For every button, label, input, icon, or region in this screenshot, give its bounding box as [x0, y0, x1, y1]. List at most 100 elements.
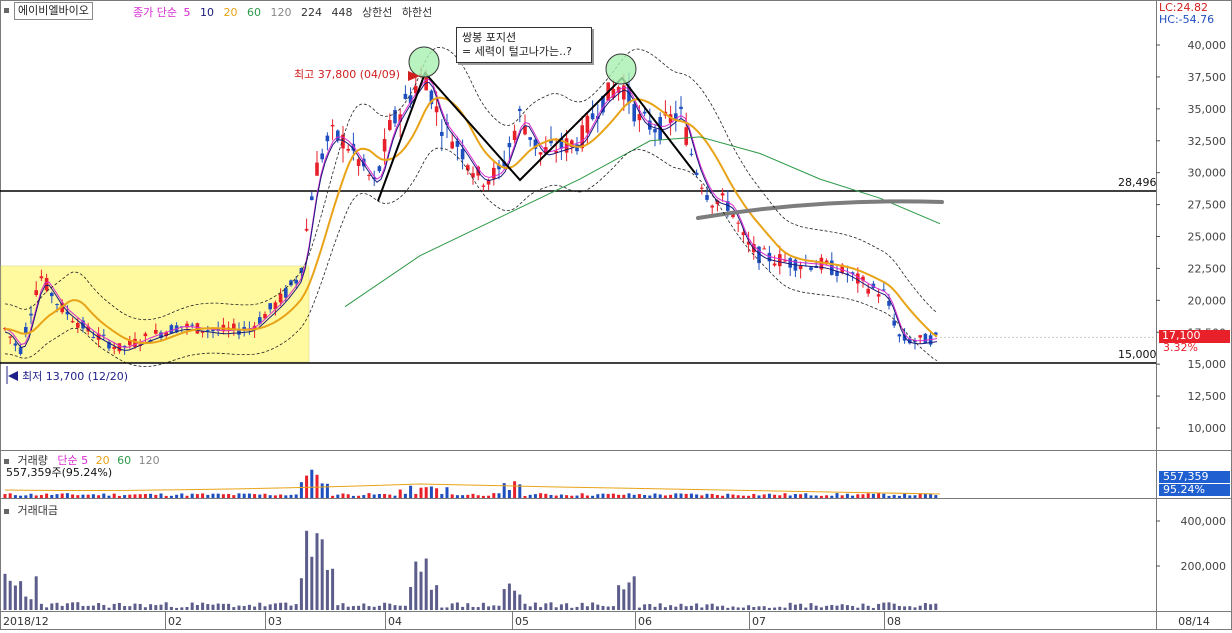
- amount-bar: [726, 607, 730, 610]
- amount-bar: [149, 604, 153, 610]
- amount-bar: [710, 603, 714, 610]
- candle-body: [325, 135, 330, 142]
- volume-bar: [908, 495, 912, 498]
- volume-bar: [97, 495, 101, 498]
- ma-period-20[interactable]: 20: [223, 6, 238, 19]
- amount-bar: [138, 603, 142, 610]
- volume-bar: [159, 493, 163, 498]
- volume-bar: [450, 494, 454, 498]
- amount-bar: [596, 604, 600, 610]
- annotation-line-2: = 세력이 털고나가는..?: [462, 45, 573, 58]
- ma-period-10[interactable]: 10: [199, 6, 214, 19]
- amount-bar: [741, 607, 745, 610]
- amount-bar: [497, 605, 501, 610]
- amount-bar: [549, 602, 553, 610]
- candle-body: [736, 222, 740, 224]
- candle-body: [55, 304, 59, 306]
- candle-body: [575, 144, 579, 152]
- volume-bar: [611, 493, 615, 498]
- ma-period-120[interactable]: 120: [270, 6, 292, 19]
- volume-bar: [24, 495, 28, 498]
- amount-bar: [799, 603, 803, 610]
- volume-bar: [149, 493, 153, 498]
- amount-bar: [923, 603, 927, 610]
- candle-body: [705, 195, 709, 200]
- candle-body: [398, 114, 402, 122]
- volume-value-text: 557,359주(95.24%): [6, 466, 113, 479]
- y-tick-label: 20,000: [1188, 294, 1227, 307]
- envelope-lower: [4, 147, 938, 367]
- volume-bar: [60, 493, 64, 498]
- volume-bar: [201, 493, 205, 498]
- candle-body: [622, 85, 626, 100]
- volume-bar: [757, 495, 761, 498]
- low-note: 최저 13,700 (12/20): [22, 370, 129, 383]
- candle-body: [336, 130, 340, 140]
- amount-bar: [346, 606, 350, 610]
- volume-bar: [242, 493, 246, 498]
- volume-bar: [357, 495, 361, 498]
- candle-body: [232, 323, 236, 330]
- volume-ma-60[interactable]: 60: [117, 454, 132, 467]
- candle-body: [746, 241, 751, 245]
- ma-period-224[interactable]: 224: [300, 6, 322, 19]
- limit-up-label[interactable]: 상한선: [361, 6, 393, 19]
- limit-down-label[interactable]: 하한선: [401, 6, 433, 19]
- volume-bar: [331, 495, 335, 498]
- volume-bar: [336, 494, 340, 498]
- lc-readout: LC:24.82: [1159, 1, 1209, 14]
- envelope-upper: [4, 46, 938, 321]
- y-tick-label: 37,500: [1188, 71, 1227, 84]
- candle-body: [715, 200, 720, 204]
- volume-ma-120[interactable]: 120: [138, 454, 160, 467]
- volume-bar: [247, 493, 251, 498]
- candle-body: [429, 90, 434, 105]
- volume-bar: [752, 493, 756, 498]
- amount-bar: [112, 603, 116, 610]
- amount-bar: [414, 561, 418, 610]
- volume-bar: [528, 494, 532, 498]
- volume-bar: [107, 495, 111, 498]
- candle-body: [107, 342, 111, 349]
- candle-body: [694, 172, 699, 176]
- amount-bar: [674, 606, 678, 610]
- amount-bar: [866, 605, 870, 610]
- double-top-pattern: [377, 71, 696, 202]
- candle-body: [60, 303, 64, 313]
- ma-period-5[interactable]: 5: [183, 6, 191, 19]
- amount-bar: [440, 607, 444, 610]
- amount-bar: [622, 589, 626, 610]
- volume-ma-5[interactable]: 5: [81, 454, 89, 467]
- volume-bar: [736, 495, 740, 498]
- volume-bar: [825, 495, 829, 498]
- volume-bar: [809, 495, 813, 498]
- volume-bar: [814, 495, 818, 498]
- ma-period-448[interactable]: 448: [331, 6, 353, 19]
- candle-body: [585, 115, 590, 133]
- volume-bar: [934, 495, 938, 498]
- y-tick-label: 15,000: [1188, 358, 1227, 371]
- amount-bar: [232, 607, 236, 610]
- volume-bar: [39, 495, 43, 498]
- volume-ma-20[interactable]: 20: [95, 454, 110, 467]
- ma-period-60[interactable]: 60: [246, 6, 261, 19]
- amount-bar: [331, 568, 335, 610]
- volume-bar: [351, 495, 355, 498]
- amount-bar: [60, 605, 64, 610]
- amount-bar: [606, 606, 610, 610]
- peak-circle: [605, 53, 637, 85]
- candle-body: [731, 212, 735, 218]
- volume-bar: [601, 493, 605, 498]
- peak-circle: [408, 46, 440, 78]
- amount-bar: [929, 604, 933, 610]
- candle-body: [897, 334, 902, 337]
- amount-bar: [279, 602, 283, 610]
- volume-bar: [799, 494, 803, 498]
- candle-body: [242, 326, 246, 331]
- resistance-label: 28,496: [1118, 176, 1157, 189]
- stock-name-box[interactable]: 에이비엘바이오: [14, 2, 93, 20]
- amount-bar: [34, 576, 38, 610]
- amount-bar: [518, 594, 522, 610]
